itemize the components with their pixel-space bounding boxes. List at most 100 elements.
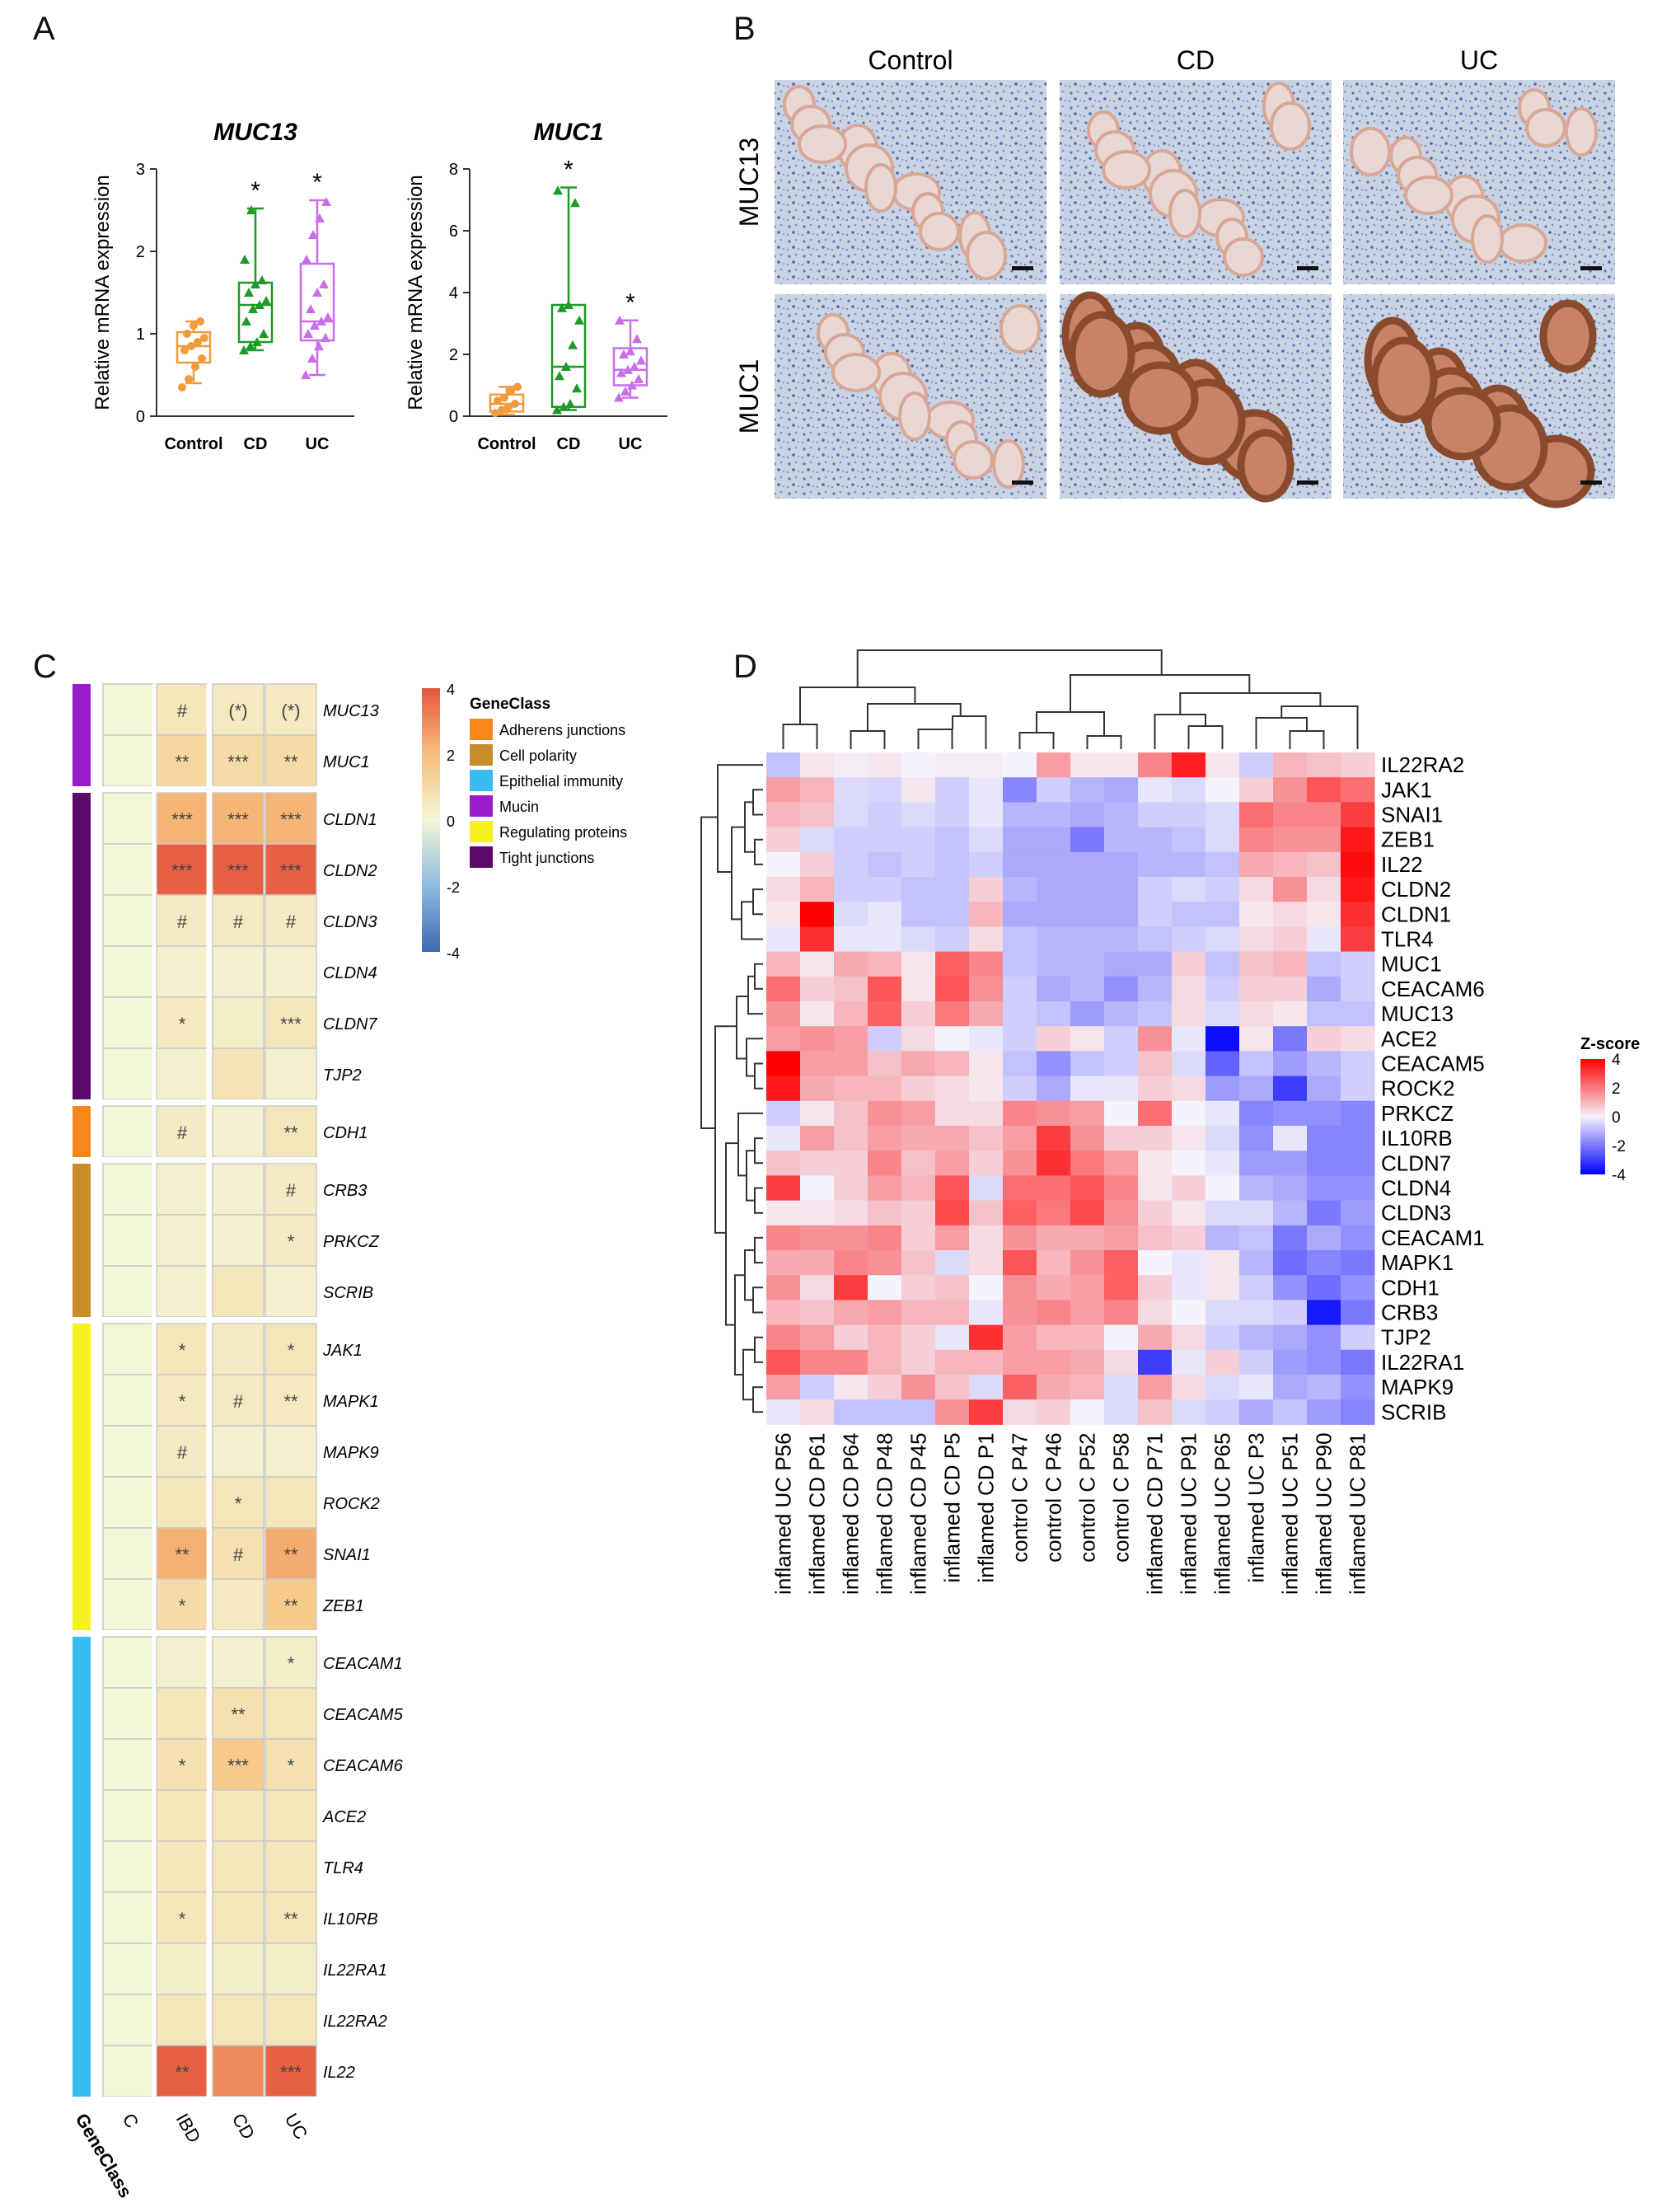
heatmap-cell: [1104, 1225, 1139, 1251]
heatmap-cell: [265, 1527, 317, 1580]
significance-mark: *: [288, 1755, 295, 1776]
heatmap-cell: [1104, 752, 1139, 778]
data-point: [183, 330, 191, 338]
dendrogram-link: [1070, 674, 1251, 712]
heatmap-cell: [1003, 1399, 1037, 1425]
heatmap-cell: [1341, 851, 1375, 878]
gene-row-cdh1: # ** CDH1: [102, 1105, 368, 1158]
heatmap-row-scrib: SCRIB: [766, 1399, 1446, 1425]
heatmap-cell: [1037, 827, 1071, 853]
heatmap-cell: [868, 752, 902, 778]
heatmap-cell: [1307, 1275, 1341, 1300]
heatmap-cell: [800, 1001, 835, 1027]
heatmap-cell: [1239, 1200, 1274, 1226]
heatmap-cell: [868, 951, 902, 977]
y-tick-label: 6: [449, 223, 458, 241]
heatmap-row-cldn4: CLDN4: [766, 1175, 1451, 1202]
heatmap-cell: [265, 1840, 317, 1893]
significance-mark: #: [286, 1180, 297, 1201]
dendrogram-link: [752, 888, 763, 916]
dendrogram-link: [741, 901, 763, 940]
significance-mark: *: [288, 1653, 295, 1674]
heatmap-cell: [1003, 951, 1037, 977]
data-point: [255, 300, 265, 309]
column-label: CD: [228, 2110, 260, 2143]
heatmap-cell: [800, 1375, 835, 1400]
heatmap-cell: [1239, 951, 1274, 977]
heatmap-cell: [1341, 1200, 1375, 1226]
zscore-legend-title: Z-score: [1580, 1035, 1640, 1053]
crypt-gland: [1237, 429, 1294, 503]
heatmap-cell: [935, 1300, 970, 1326]
heatmap-row-tlr4: TLR4: [766, 926, 1434, 953]
heatmap-cell: [901, 1076, 936, 1102]
heatmap-row-crb3: CRB3: [766, 1300, 1438, 1326]
heatmap-cell: [800, 976, 835, 1002]
heatmap-cell: [969, 1375, 1004, 1400]
heatmap-cell: [1206, 827, 1240, 853]
box-group-control: [489, 382, 525, 418]
heatmap-cell: [1104, 827, 1139, 853]
sample-label: control C P52: [1075, 1432, 1100, 1563]
dendrogram-link: [754, 838, 763, 865]
gene-group-regulating-proteins: * * JAK1* # ** MAPK1# MAPK9* ROCK2** # ** SNAI1* **…: [66, 1323, 380, 1637]
gene-class-bar: [73, 684, 91, 786]
dendrogram-link: [1018, 732, 1055, 749]
heatmap-cell: [1307, 777, 1341, 803]
significance-mark: #: [233, 912, 244, 932]
gene-label: JAK1: [322, 1342, 363, 1360]
data-point: [615, 315, 625, 325]
data-point: [261, 296, 271, 305]
gene-label: ROCK2: [323, 1495, 380, 1513]
heatmap-cell: [1206, 802, 1240, 828]
crypt-gland: [1498, 223, 1547, 263]
data-point: [564, 300, 573, 309]
heatmap-cell: [868, 1349, 902, 1375]
significance-mark: #: [233, 1544, 244, 1565]
heatmap-cell: [969, 827, 1004, 853]
heatmap-cell: [1341, 1300, 1375, 1326]
dendrogram-link: [754, 1062, 763, 1090]
data-point: [250, 279, 260, 288]
heatmap-cell: [1239, 1275, 1274, 1300]
heatmap-cell: [1239, 1324, 1274, 1351]
heatmap-cell: [156, 1214, 208, 1267]
significance-mark: *: [179, 1014, 186, 1034]
zscore-tick-label: 0: [1612, 1109, 1621, 1127]
heatmap-cell: [1003, 1324, 1037, 1351]
crypt-gland: [1000, 304, 1041, 354]
heatmap-cell: [212, 1163, 265, 1216]
heatmap-row-il22: IL22: [766, 851, 1423, 878]
heatmap-cell: [212, 2045, 265, 2097]
heatmap-cell: [1307, 1250, 1341, 1276]
data-point: [194, 338, 202, 346]
heatmap-cell: [1273, 1300, 1308, 1326]
dendrogram-link: [952, 715, 987, 749]
heatmap-cell: [901, 752, 936, 778]
heatmap-cell: [868, 877, 902, 902]
heatmap-cell: [1104, 1399, 1139, 1425]
heatmap-cell: [901, 1200, 936, 1226]
sample-label: inflamed UC P51: [1278, 1432, 1303, 1595]
heatmap-cell: [1307, 1051, 1341, 1077]
heatmap-cell: [156, 1105, 208, 1158]
heatmap-cell: [834, 851, 868, 878]
heatmap-cell: [1037, 926, 1071, 953]
heatmap-cell: [1341, 1250, 1375, 1276]
heatmap-cell: [1037, 1250, 1071, 1276]
heatmap-cell: [766, 1200, 801, 1226]
heatmap-cell: [766, 1250, 801, 1276]
heatmap-cell: [212, 894, 265, 947]
heatmap-cell: [1138, 1175, 1173, 1202]
gene-label: MAPK1: [1381, 1250, 1454, 1275]
significance-mark: *: [288, 1340, 295, 1361]
gene-class-bar: [73, 793, 91, 1099]
heatmap-cell: [901, 1026, 936, 1052]
heatmap-cell: [1206, 1250, 1240, 1276]
sample-label: inflamed CD P71: [1143, 1432, 1168, 1595]
heatmap-cell: [868, 1001, 902, 1027]
heatmap-cell: [156, 1578, 208, 1631]
column-header-control: Control: [868, 45, 953, 75]
heatmap-cell: [102, 1476, 155, 1529]
heatmap-cell: [1307, 926, 1341, 953]
